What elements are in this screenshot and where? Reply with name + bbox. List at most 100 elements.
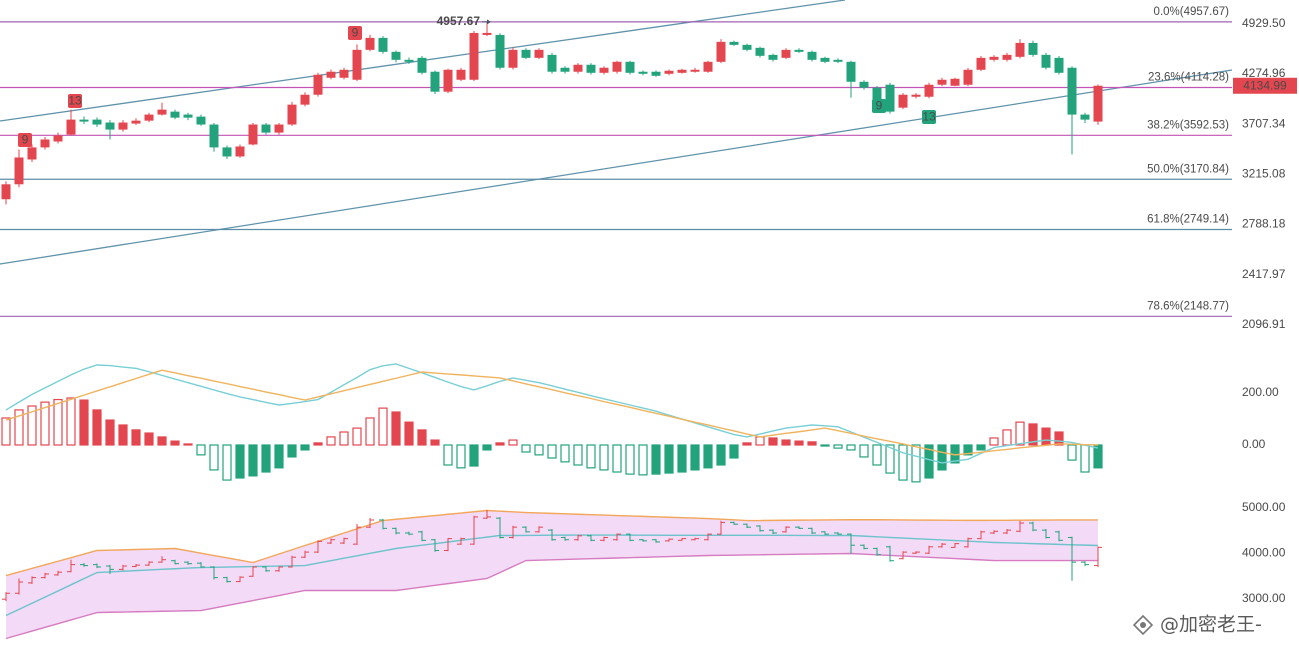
fib-label: 23.6%(4114.28) bbox=[1148, 72, 1229, 84]
candle-body bbox=[391, 51, 401, 60]
y-tick-label: 2788.18 bbox=[1242, 217, 1286, 231]
macd-bar bbox=[989, 437, 999, 446]
candle-body bbox=[404, 59, 414, 62]
macd-bar bbox=[625, 444, 635, 475]
macd-bar bbox=[53, 398, 63, 446]
candle-body bbox=[820, 57, 830, 62]
y-tick-label: 3215.08 bbox=[1242, 167, 1286, 181]
candle-body bbox=[469, 32, 479, 80]
macd-bar bbox=[482, 444, 492, 451]
candle-body bbox=[963, 69, 973, 85]
macd-bar bbox=[859, 444, 869, 458]
macd-bar bbox=[534, 444, 544, 456]
candle-body bbox=[183, 114, 193, 118]
macd-bar bbox=[14, 409, 24, 446]
candle-body bbox=[599, 67, 609, 73]
macd-bar bbox=[976, 444, 986, 451]
macd-bar bbox=[586, 444, 596, 469]
candle-body bbox=[1, 184, 11, 200]
lower-band bbox=[5, 552, 1098, 640]
y-tick-label: 2417.97 bbox=[1242, 267, 1286, 281]
macd-bar bbox=[716, 444, 726, 466]
macd-bar bbox=[963, 444, 973, 456]
macd-bar bbox=[547, 444, 557, 459]
candle-body bbox=[937, 79, 947, 85]
high-arrow-head bbox=[487, 19, 491, 25]
macd-bar bbox=[846, 444, 856, 451]
macd-bar bbox=[261, 444, 271, 473]
candle-body bbox=[222, 147, 232, 157]
candle-body bbox=[170, 111, 180, 118]
macd-bar bbox=[638, 444, 648, 476]
candle-body bbox=[53, 135, 63, 142]
candle-body bbox=[677, 69, 687, 73]
candle-body bbox=[781, 49, 791, 58]
macd-bar bbox=[144, 432, 154, 446]
candle-body bbox=[742, 44, 752, 50]
candle-body bbox=[196, 116, 206, 125]
macd-bar bbox=[313, 442, 323, 446]
candle-body bbox=[1093, 85, 1103, 122]
candle-body bbox=[14, 157, 24, 185]
td-label-box bbox=[18, 133, 32, 147]
candle-body bbox=[521, 49, 531, 58]
candle-body bbox=[287, 104, 297, 125]
macd-bar bbox=[417, 429, 427, 446]
price-badge-label: 4134.99 bbox=[1243, 78, 1287, 92]
macd-bar bbox=[573, 444, 583, 466]
macd-bar bbox=[612, 444, 622, 473]
macd-bar bbox=[378, 407, 388, 446]
td-label-box bbox=[872, 99, 886, 113]
candle-body bbox=[729, 41, 739, 45]
macd-bar bbox=[287, 444, 297, 458]
y-tick-label: 4000.00 bbox=[1242, 546, 1286, 560]
candle-body bbox=[378, 37, 388, 52]
macd-bar bbox=[885, 444, 895, 474]
candle-body bbox=[1080, 114, 1090, 120]
y-tick-label: 3000.00 bbox=[1242, 591, 1286, 605]
candle-body bbox=[209, 124, 219, 148]
macd-bar bbox=[1054, 431, 1064, 446]
candle-body bbox=[92, 119, 102, 125]
td-label: 9 bbox=[876, 99, 883, 113]
band-fill bbox=[6, 510, 1098, 639]
macd-bar bbox=[248, 444, 258, 477]
dif-line bbox=[5, 363, 1099, 464]
macd-bar bbox=[703, 444, 713, 469]
candle-body bbox=[911, 94, 921, 97]
macd-bar bbox=[690, 444, 700, 471]
macd-bar bbox=[729, 444, 739, 459]
candle-body bbox=[235, 146, 245, 157]
candle-body bbox=[248, 124, 258, 145]
macd-bar bbox=[781, 439, 791, 446]
candle-body bbox=[495, 34, 505, 68]
candle-body bbox=[40, 139, 50, 148]
candle-body bbox=[768, 54, 778, 60]
macd-bar bbox=[430, 439, 440, 446]
candle-body bbox=[703, 61, 713, 72]
macd-bar bbox=[79, 399, 89, 446]
macd-bar bbox=[651, 444, 661, 475]
candle-body bbox=[690, 69, 700, 72]
candle-body bbox=[547, 54, 557, 72]
macd-bar bbox=[40, 401, 50, 446]
fib-label: 0.0%(4957.67) bbox=[1154, 6, 1230, 18]
fib-label: 38.2%(3592.53) bbox=[1147, 119, 1229, 131]
candle-body bbox=[898, 94, 908, 108]
macd-bar bbox=[339, 431, 349, 446]
macd-bar bbox=[872, 444, 882, 466]
y-tick-label: 200.00 bbox=[1242, 385, 1279, 399]
candle-body bbox=[131, 120, 141, 124]
macd-bar bbox=[469, 444, 479, 467]
td-label: 13 bbox=[68, 94, 82, 108]
candle-body bbox=[625, 61, 635, 73]
macd-bar bbox=[911, 444, 921, 483]
candle-body bbox=[352, 49, 362, 80]
candle-body bbox=[924, 84, 934, 97]
macd-bar bbox=[196, 444, 206, 456]
macd-bar bbox=[508, 439, 518, 446]
macd-bar bbox=[742, 442, 752, 446]
candle-body bbox=[508, 49, 518, 68]
macd-bar bbox=[898, 444, 908, 481]
